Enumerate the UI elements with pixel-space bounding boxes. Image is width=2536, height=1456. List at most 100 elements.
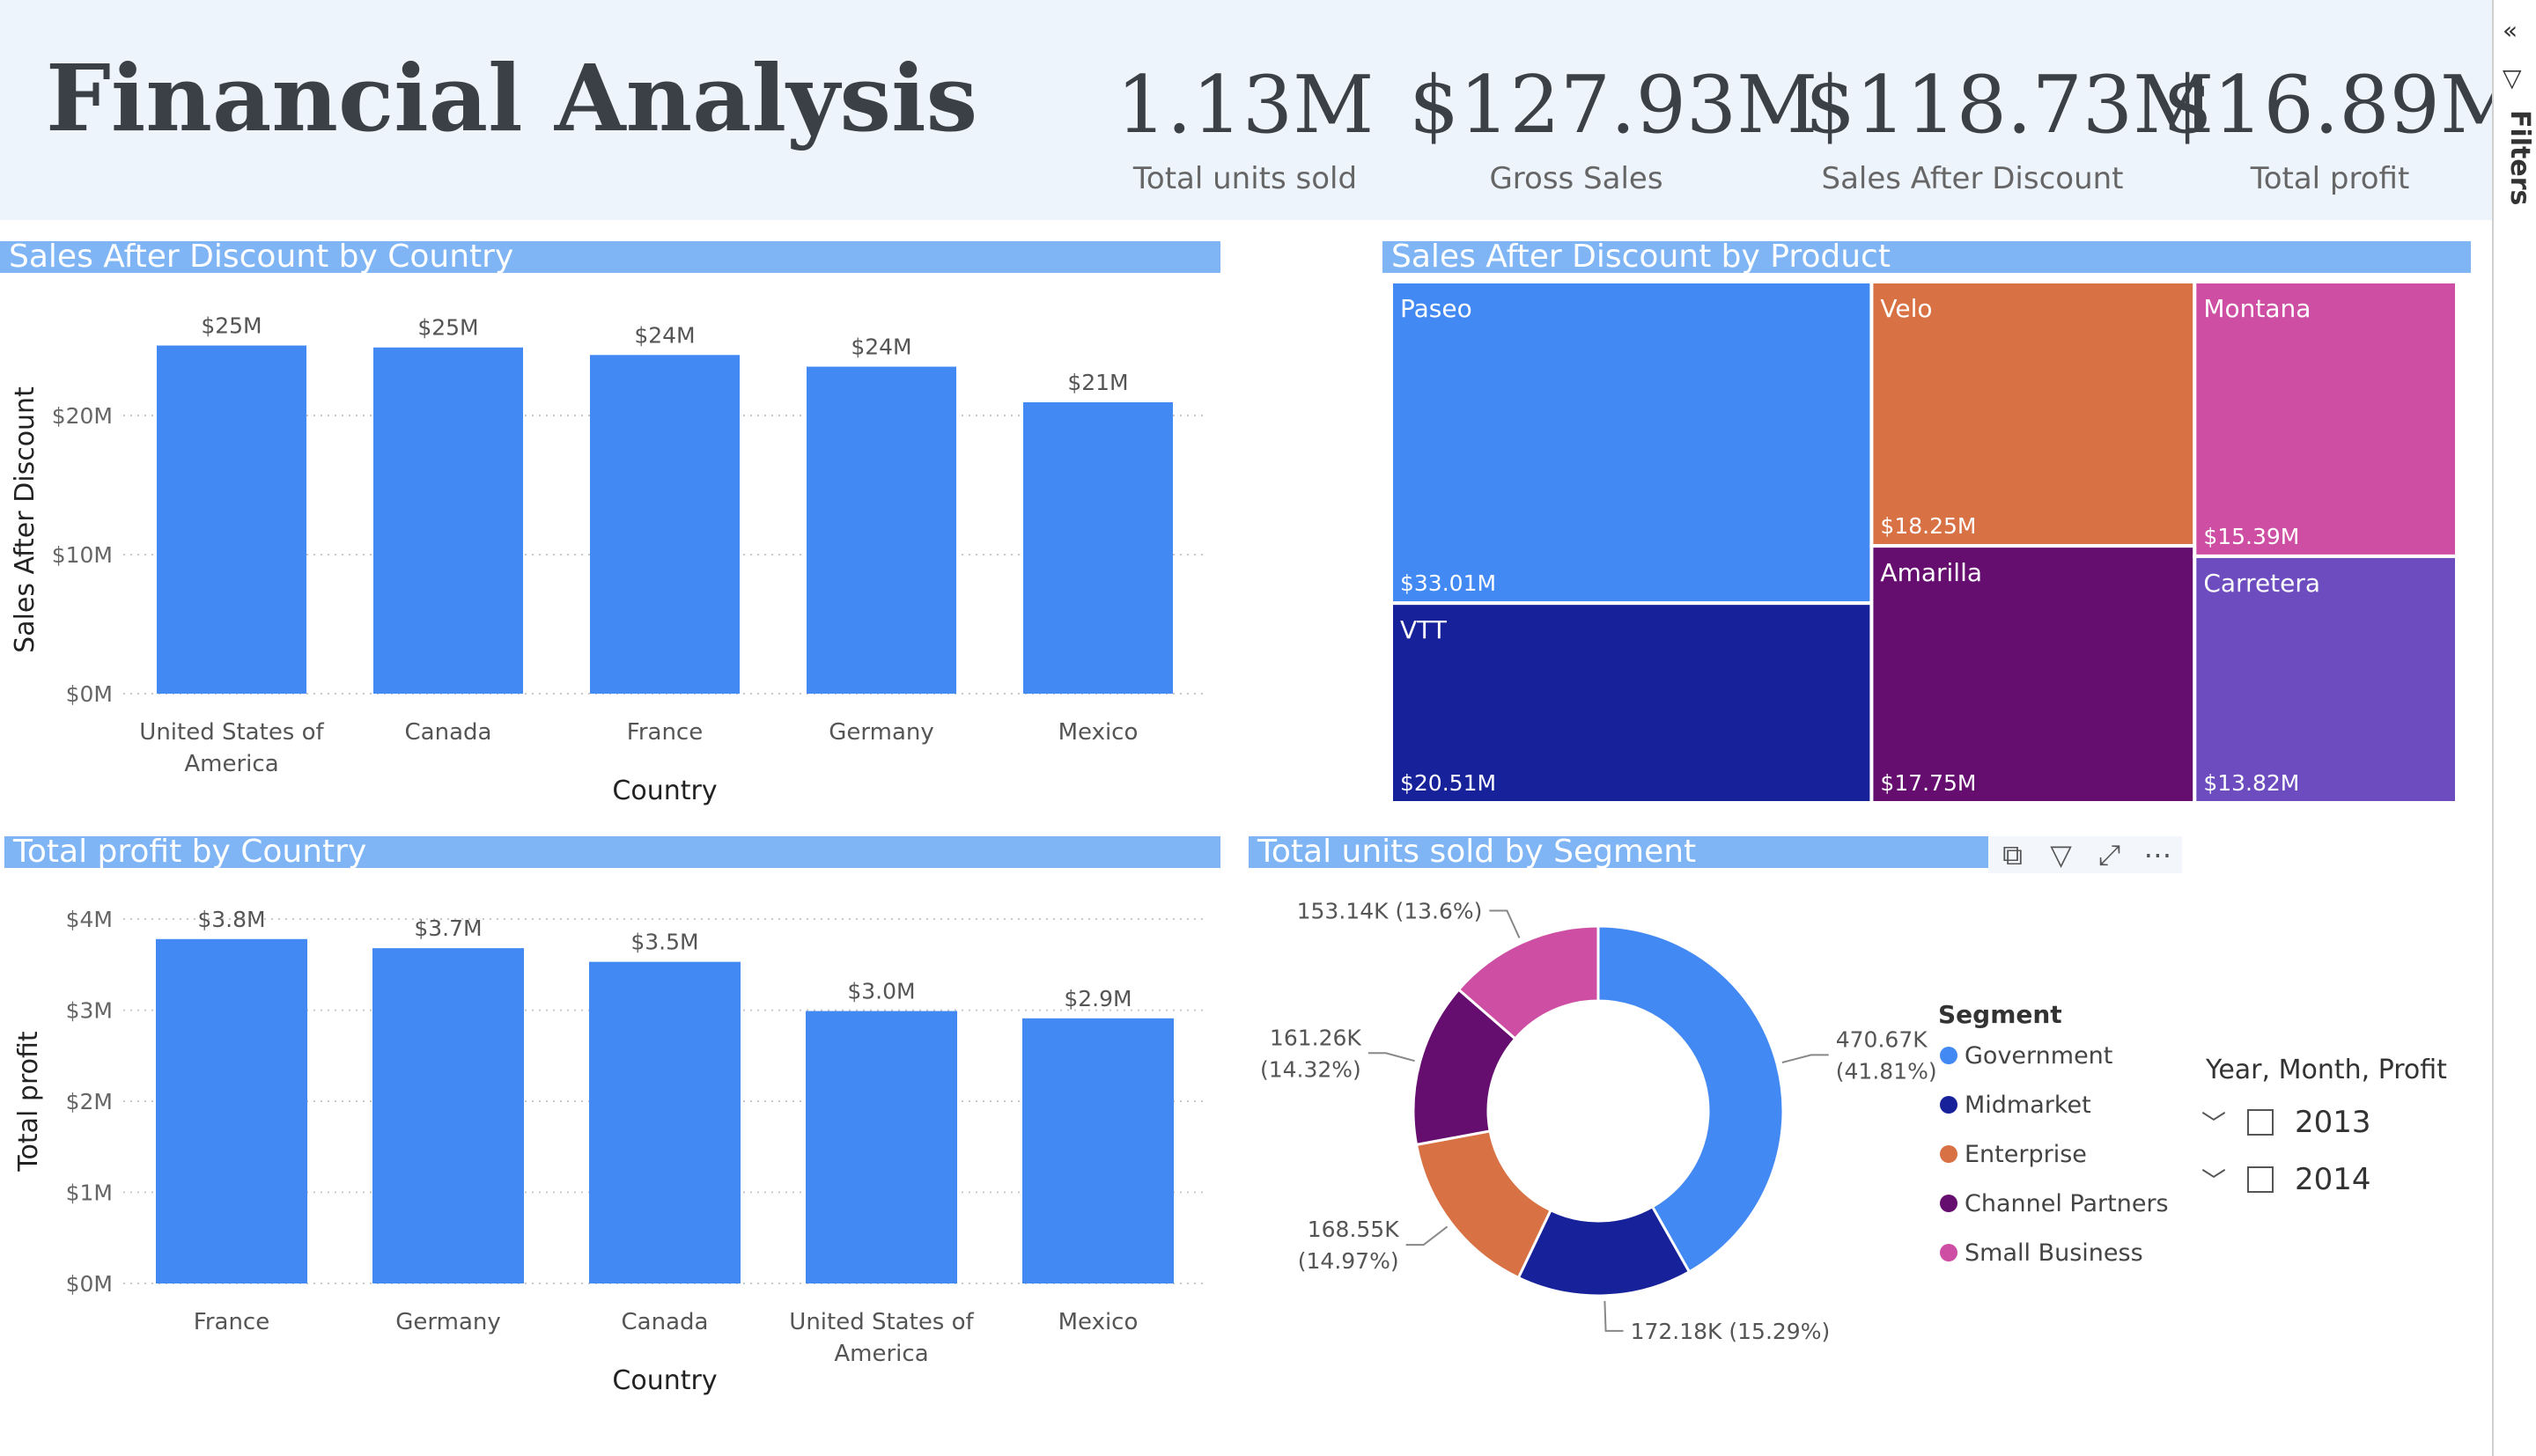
more-options-icon[interactable]: ⋯ — [2143, 838, 2172, 871]
donut-slice — [1596, 924, 1785, 1274]
slicer-item-label: 2014 — [2295, 1162, 2371, 1197]
treemap-tile-value: $18.25M — [1880, 513, 1976, 539]
checkbox[interactable] — [2247, 1166, 2274, 1193]
treemap-tile-label: Amarilla — [1880, 558, 1982, 587]
treemap-tile-label: VTT — [1400, 615, 1448, 644]
focus-mode-icon[interactable]: ⤢ — [2097, 837, 2121, 871]
x-tick-label: Canada — [622, 1309, 709, 1335]
kpi-card-gross-sales[interactable]: $127.93M Gross Sales — [1409, 59, 1818, 196]
bar — [156, 938, 307, 1283]
donut-data-label: (41.81%) — [1836, 1058, 1937, 1084]
legend-title: Segment — [1938, 1000, 2062, 1029]
x-axis-label: Country — [612, 1365, 717, 1396]
kpi-value: $118.73M — [1805, 59, 2215, 151]
treemap-tile — [1391, 601, 1874, 805]
bar — [807, 366, 956, 694]
leader-line — [1405, 1225, 1449, 1246]
treemap-tile-value: $17.75M — [1880, 770, 1976, 796]
treemap-tile-value: $15.39M — [2203, 524, 2299, 549]
legend-entry: Midmarket — [1965, 1092, 2091, 1119]
bar — [372, 948, 524, 1283]
x-tick-label: Germany — [829, 719, 934, 746]
legend-entry: Small Business — [1965, 1239, 2143, 1267]
y-tick-label: $3M — [66, 998, 113, 1024]
kpi-label: Gross Sales — [1489, 161, 1663, 196]
leader-line — [1781, 1054, 1829, 1063]
x-tick-label: Mexico — [1058, 719, 1139, 746]
chart-title-profit-by-country: Total profit by Country — [4, 836, 1220, 868]
data-label: $25M — [417, 315, 478, 341]
chevron-down-icon[interactable]: ﹀ — [2201, 1166, 2227, 1195]
bar — [1023, 401, 1173, 694]
y-axis-label: Sales After Discount — [10, 386, 41, 653]
donut-data-label: 470.67K — [1836, 1026, 1928, 1052]
units-by-segment-donut: 470.67K (41.81%) 172.18K (15.29%) 168.55K (1… — [1260, 898, 2169, 1344]
kpi-value: $16.89M — [2163, 59, 2522, 151]
data-label: $21M — [1067, 370, 1128, 395]
leader-line — [1368, 1052, 1415, 1063]
y-tick-label: $2M — [66, 1089, 113, 1114]
kpi-card-sales-after-discount[interactable]: $118.73M Sales After Discount — [1805, 59, 2215, 196]
y-tick-label: $0M — [66, 681, 113, 707]
kpi-label: Sales After Discount — [1821, 161, 2124, 196]
chart-title-sales-by-country: Sales After Discount by Country — [0, 241, 1220, 273]
y-tick-label: $10M — [52, 542, 113, 568]
x-tick-label: France — [194, 1309, 269, 1335]
collapse-icon[interactable]: « — [2503, 16, 2518, 45]
kpi-label: Total profit — [2250, 161, 2410, 196]
kpi-card-units[interactable]: 1.13M Total units sold — [1078, 62, 1412, 196]
chevron-down-icon[interactable]: ﹀ — [2201, 1109, 2227, 1138]
treemap-tile-value: $13.82M — [2203, 770, 2299, 796]
donut-data-label: (14.97%) — [1298, 1248, 1399, 1274]
donut-data-label: (14.32%) — [1260, 1056, 1361, 1082]
profit-by-country-chart: $0M $1M $2M $3M $4M $3.8M France $3.7M Germany $3… — [13, 907, 1206, 1396]
y-tick-label: $4M — [66, 907, 113, 932]
y-tick-label: $0M — [66, 1271, 113, 1297]
kpi-label: Total units sold — [1132, 161, 1358, 196]
x-tick-label: Germany — [395, 1309, 501, 1335]
kpi-value: 1.13M — [1116, 59, 1375, 151]
leader-line — [1489, 909, 1521, 938]
data-label: $2.9M — [1064, 986, 1132, 1011]
donut-data-label: 161.26K — [1270, 1025, 1361, 1050]
legend-marker — [1940, 1145, 1957, 1163]
donut-data-label: 153.14K (13.6%) — [1297, 898, 1483, 923]
filters-pane[interactable]: « ▽ Filters — [2492, 0, 2536, 1456]
kpi-value: $127.93M — [1409, 59, 1818, 151]
treemap-tile-value: $33.01M — [1400, 570, 1496, 596]
x-tick-label: Mexico — [1058, 1309, 1139, 1335]
slicer-item-2013[interactable]: ﹀ 2013 — [2201, 1105, 2371, 1140]
data-label: $24M — [634, 322, 695, 348]
x-tick-label: America — [184, 751, 278, 777]
x-tick-label: Canada — [405, 719, 492, 746]
checkbox[interactable] — [2247, 1109, 2274, 1136]
x-tick-label: France — [627, 719, 703, 746]
treemap-tile-value: $20.51M — [1400, 770, 1496, 796]
sales-by-product-treemap: Paseo $33.01M VTT $20.51M Velo $18.25M Amarill… — [1391, 282, 2459, 805]
filters-label[interactable]: Filters — [2504, 110, 2535, 206]
data-label: $3.7M — [414, 916, 482, 941]
slicer-item-2014[interactable]: ﹀ 2014 — [2201, 1162, 2371, 1197]
y-tick-label: $1M — [66, 1180, 113, 1206]
bar — [157, 345, 306, 694]
legend-entry: Channel Partners — [1965, 1190, 2169, 1217]
slicer-item-label: 2013 — [2295, 1105, 2371, 1140]
bar — [806, 1011, 957, 1283]
legend-entry: Enterprise — [1965, 1141, 2087, 1168]
bar — [1022, 1018, 1174, 1283]
filter-icon[interactable]: ▽ — [2503, 63, 2522, 92]
legend-marker — [1940, 1244, 1957, 1261]
copy-icon[interactable]: ⧉ — [2002, 837, 2023, 871]
leader-line — [1603, 1300, 1624, 1332]
visual-header-toolbar: ⧉ ▽ ⤢ ⋯ — [1988, 836, 2182, 873]
kpi-card-total-profit[interactable]: $16.89M Total profit — [2163, 59, 2522, 196]
sales-by-country-chart: $0M $10M $20M $25M United States of America $2… — [10, 313, 1206, 806]
treemap-tile-label: Paseo — [1400, 294, 1472, 323]
slicer-title: Year, Month, Profit — [2206, 1055, 2447, 1085]
legend-marker — [1940, 1096, 1957, 1114]
header-banner — [0, 0, 2492, 220]
filter-icon[interactable]: ▽ — [2050, 838, 2072, 871]
chart-title-sales-by-product: Sales After Discount by Product — [1382, 241, 2471, 273]
donut-data-label: 172.18K (15.29%) — [1631, 1319, 1831, 1344]
treemap-tile-label: Velo — [1880, 294, 1932, 323]
